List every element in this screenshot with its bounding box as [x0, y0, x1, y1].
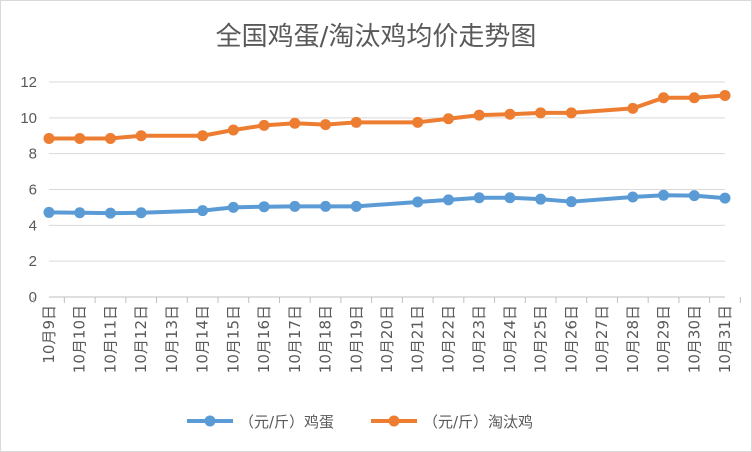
gridlines [49, 81, 725, 298]
series-group [43, 89, 731, 219]
y-tick-label: 2 [29, 253, 37, 270]
data-point [227, 124, 239, 136]
data-point [504, 192, 516, 204]
data-point [104, 132, 116, 144]
data-point [627, 191, 639, 203]
legend-marker [204, 415, 216, 427]
data-point [135, 207, 147, 219]
data-point [442, 194, 454, 206]
data-point [43, 206, 55, 218]
data-point [535, 107, 547, 119]
legend-marker [388, 415, 400, 427]
data-point [74, 132, 86, 144]
x-tick-label: 10月19日 [347, 305, 365, 373]
data-point [658, 189, 670, 201]
legend-label: （元/斤）鸡蛋 [239, 413, 334, 431]
data-point [258, 201, 270, 213]
y-axis-ticks: 0 2 4 6 8 10 12 [20, 74, 37, 306]
data-point [197, 130, 209, 142]
data-point [473, 109, 485, 121]
x-tick-label: 10月20日 [378, 305, 396, 373]
y-tick-label: 12 [20, 74, 37, 91]
data-point [135, 130, 147, 142]
data-point [350, 200, 362, 212]
y-tick-label: 8 [29, 146, 37, 163]
data-point [565, 196, 577, 208]
x-tick-label: 10月28日 [624, 305, 642, 373]
x-tick-label: 10月27日 [593, 305, 611, 373]
x-tick-label: 10月21日 [409, 305, 427, 373]
x-tick-label: 10月11日 [101, 305, 119, 373]
x-tick-label: 10月10日 [71, 305, 89, 373]
x-tick-label: 10月12日 [132, 305, 150, 373]
data-point [227, 201, 239, 213]
data-point [350, 116, 362, 128]
data-point [473, 192, 485, 204]
data-point [565, 107, 577, 119]
data-point [627, 102, 639, 114]
data-point [74, 207, 86, 219]
x-tick-label: 10月23日 [470, 305, 488, 373]
x-axis: 10月9日 10月10日 10月11日 10月12日 10月13日 10月14日 10月15… [33, 297, 741, 373]
series-line-1 [49, 93, 726, 141]
x-tick-label: 10月9日 [40, 305, 58, 364]
x-tick-label: 10月22日 [439, 305, 457, 373]
x-tick-label: 10月31日 [716, 305, 734, 373]
data-point [658, 92, 670, 104]
legend: （元/斤）鸡蛋 （元/斤）淘汰鸡 [187, 413, 533, 431]
x-tick-label: 10月25日 [532, 305, 550, 373]
x-tick-label: 10月17日 [286, 305, 304, 373]
data-point [412, 196, 424, 208]
x-tick-label: 10月16日 [255, 305, 273, 373]
x-tick-label: 10月26日 [562, 305, 580, 373]
data-point [504, 108, 516, 120]
series-line-0 [48, 193, 726, 216]
x-tick-label: 10月18日 [317, 305, 335, 373]
data-point [535, 193, 547, 205]
data-point [688, 190, 700, 202]
data-point [43, 132, 55, 144]
data-point [320, 200, 332, 212]
data-point [197, 205, 209, 217]
legend-label: （元/斤）淘汰鸡 [423, 413, 533, 431]
x-tick-label: 10月29日 [655, 305, 673, 373]
x-tick-label: 10月30日 [685, 305, 703, 373]
x-tick-label: 10月14日 [194, 305, 212, 373]
y-tick-label: 10 [20, 110, 37, 127]
data-point [289, 117, 301, 129]
y-tick-label: 0 [29, 289, 37, 306]
y-tick-label: 6 [29, 182, 37, 199]
data-point [442, 113, 454, 125]
chart-title: 全国鸡蛋/淘汰鸡均价走势图 [216, 22, 537, 52]
data-point [104, 207, 116, 219]
data-point [289, 200, 301, 212]
x-tick-label: 10月15日 [224, 305, 242, 373]
data-point [258, 119, 270, 131]
data-point [719, 89, 731, 101]
x-tick-label: 10月13日 [163, 305, 181, 373]
data-point [688, 92, 700, 104]
data-point [719, 192, 731, 204]
data-point [412, 116, 424, 128]
x-tick-label: 10月24日 [501, 305, 519, 373]
data-point [320, 119, 332, 131]
y-tick-label: 4 [29, 217, 37, 234]
